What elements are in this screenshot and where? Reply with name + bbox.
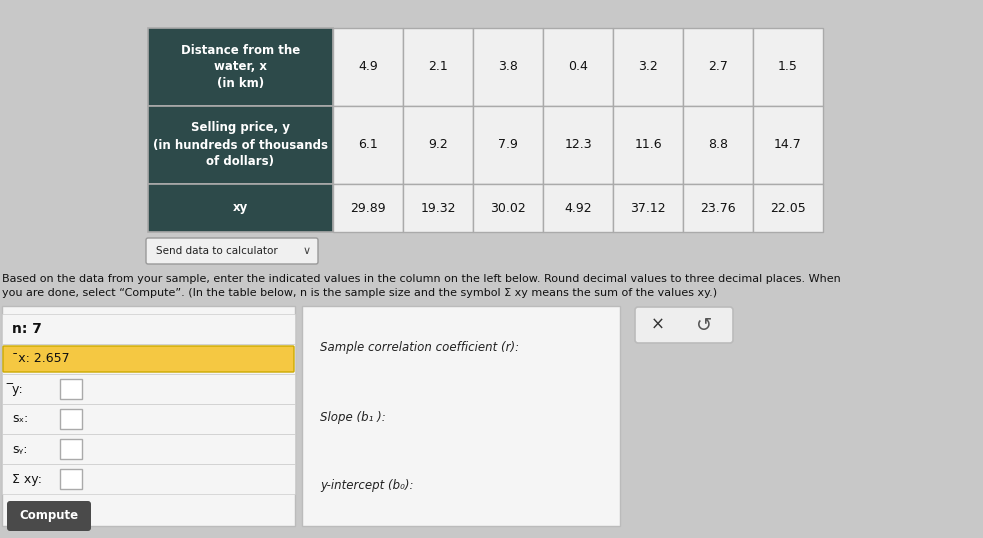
Bar <box>2 374 295 404</box>
Bar <box>2 404 295 434</box>
Bar <box>333 28 403 106</box>
Bar <box>333 184 403 232</box>
Text: 3.2: 3.2 <box>638 60 658 74</box>
Bar <box>60 409 82 429</box>
Bar <box>683 106 753 184</box>
FancyBboxPatch shape <box>7 501 91 531</box>
Bar <box>403 106 473 184</box>
Text: 0.4: 0.4 <box>568 60 588 74</box>
Text: xy: xy <box>233 202 248 215</box>
Bar <box>60 469 82 489</box>
Text: ∨: ∨ <box>303 246 311 256</box>
Text: 12.3: 12.3 <box>564 138 592 152</box>
Bar <box>543 106 613 184</box>
Bar <box>473 28 543 106</box>
Text: 8.8: 8.8 <box>708 138 728 152</box>
Text: 9.2: 9.2 <box>429 138 448 152</box>
Bar <box>148 184 333 232</box>
Bar <box>613 184 683 232</box>
Text: 7.9: 7.9 <box>498 138 518 152</box>
Text: Send data to calculator: Send data to calculator <box>156 246 278 256</box>
Bar <box>543 184 613 232</box>
Text: 23.76: 23.76 <box>700 202 736 215</box>
Bar <box>60 379 82 399</box>
Text: you are done, select “Compute”. (In the table below, n is the sample size and th: you are done, select “Compute”. (In the … <box>2 288 718 298</box>
Text: sₓ:: sₓ: <box>12 413 29 426</box>
Text: 29.89: 29.89 <box>350 202 385 215</box>
Text: 4.9: 4.9 <box>358 60 377 74</box>
Text: y-intercept (b₀):: y-intercept (b₀): <box>320 479 414 492</box>
Bar <box>302 306 620 526</box>
Bar <box>543 28 613 106</box>
Bar <box>683 184 753 232</box>
Bar <box>473 184 543 232</box>
Text: 2.1: 2.1 <box>429 60 448 74</box>
Text: 3.8: 3.8 <box>498 60 518 74</box>
Bar <box>753 28 823 106</box>
FancyBboxPatch shape <box>146 238 318 264</box>
Text: 11.6: 11.6 <box>634 138 662 152</box>
Text: ×: × <box>651 316 665 334</box>
Text: Selling price, y
(in hundreds of thousands
of dollars): Selling price, y (in hundreds of thousan… <box>153 122 328 168</box>
Text: 19.32: 19.32 <box>421 202 456 215</box>
Bar <box>613 28 683 106</box>
Text: 37.12: 37.12 <box>630 202 665 215</box>
Text: Slope (b₁ ):: Slope (b₁ ): <box>320 412 385 424</box>
Text: Compute: Compute <box>20 509 79 522</box>
Text: 2.7: 2.7 <box>708 60 728 74</box>
Text: Distance from the
water, x
(in km): Distance from the water, x (in km) <box>181 44 300 90</box>
Text: 22.05: 22.05 <box>770 202 806 215</box>
Text: ¯x: 2.657: ¯x: 2.657 <box>12 352 70 365</box>
Bar <box>148 106 333 184</box>
Text: ↺: ↺ <box>696 315 713 335</box>
Text: Based on the data from your sample, enter the indicated values in the column on : Based on the data from your sample, ente… <box>2 274 840 284</box>
FancyBboxPatch shape <box>3 346 294 372</box>
Text: 4.92: 4.92 <box>564 202 592 215</box>
Bar <box>2 434 295 464</box>
Text: Sample correlation coefficient (r):: Sample correlation coefficient (r): <box>320 342 519 355</box>
Bar <box>613 106 683 184</box>
Bar <box>2 344 295 374</box>
Bar <box>333 106 403 184</box>
Bar <box>753 184 823 232</box>
Text: sᵧ:: sᵧ: <box>12 442 28 456</box>
Bar <box>473 106 543 184</box>
Bar <box>403 28 473 106</box>
FancyBboxPatch shape <box>635 307 733 343</box>
Text: 30.02: 30.02 <box>491 202 526 215</box>
Bar <box>753 106 823 184</box>
Bar <box>148 28 333 106</box>
Bar <box>60 439 82 459</box>
Bar <box>2 464 295 494</box>
Bar <box>403 184 473 232</box>
Text: 14.7: 14.7 <box>775 138 802 152</box>
Text: ̅y:: ̅y: <box>12 383 23 395</box>
Text: 6.1: 6.1 <box>358 138 377 152</box>
Bar <box>683 28 753 106</box>
Bar <box>2 306 295 526</box>
Text: n: 7: n: 7 <box>12 322 42 336</box>
Bar <box>2 314 295 344</box>
Text: 1.5: 1.5 <box>779 60 798 74</box>
Text: Σ xy:: Σ xy: <box>12 472 42 485</box>
